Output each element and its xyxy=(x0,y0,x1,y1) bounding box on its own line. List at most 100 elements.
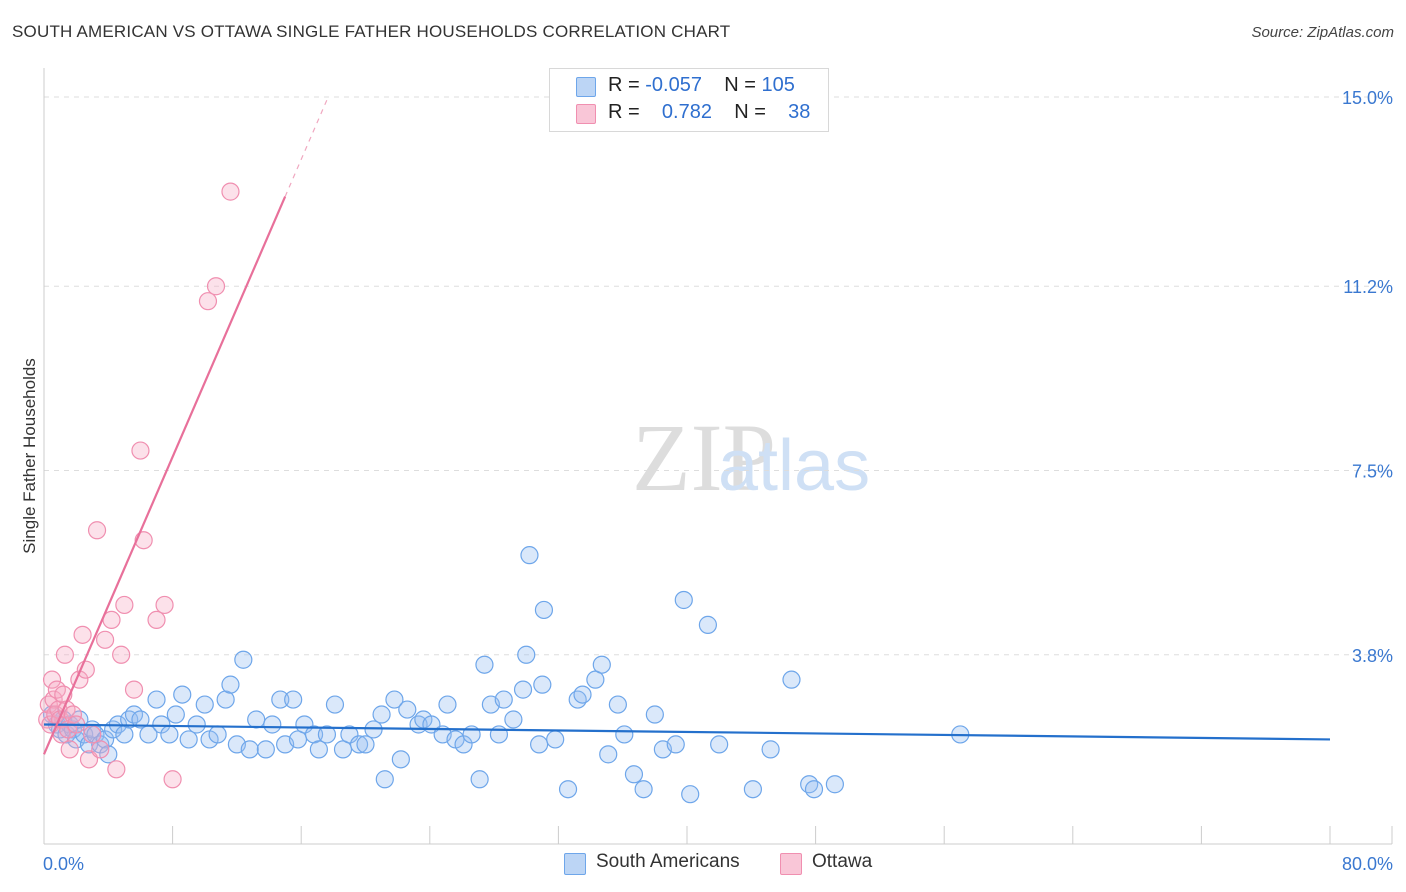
legend-label: South Americans xyxy=(596,851,740,872)
south-americans-point xyxy=(391,750,410,769)
south-americans-point xyxy=(295,715,314,734)
tick-labels: 3.8% 7.5% 11.2% 15.0% 0.0% 80.0% xyxy=(43,88,1393,874)
y-tick-label: 11.2% xyxy=(1343,277,1393,297)
south-americans-point xyxy=(221,675,240,694)
ottawa-point xyxy=(44,690,63,709)
ottawa-point xyxy=(73,625,92,644)
south-americans-point xyxy=(782,670,801,689)
ottawa-point xyxy=(42,670,62,689)
south-americans-point xyxy=(825,775,844,794)
r-label: R = xyxy=(608,74,646,96)
south-americans-point xyxy=(608,695,627,714)
ottawa-point xyxy=(39,695,58,714)
watermark-zip: ZIP xyxy=(632,404,776,511)
n-value: 38 xyxy=(788,101,811,123)
ottawa-points xyxy=(38,182,240,789)
ottawa-point xyxy=(87,521,107,540)
south-americans-point xyxy=(568,690,587,709)
south-americans-point xyxy=(592,655,611,674)
south-americans-point xyxy=(173,685,192,704)
south-americans-point xyxy=(530,735,549,754)
ottawa-trend-line xyxy=(42,196,287,755)
stats-legend: R = -0.057 N = 105 R = 0.782 N = 38 xyxy=(549,68,829,132)
south-americans-point xyxy=(615,725,634,744)
south-americans-point xyxy=(247,710,266,729)
south-americans-point xyxy=(271,690,290,709)
ottawa-point xyxy=(115,595,134,615)
ottawa-point xyxy=(60,740,79,759)
south-americans-point xyxy=(195,695,214,714)
south-americans-point xyxy=(240,740,259,759)
n-label: N = xyxy=(734,101,772,123)
south-americans-point xyxy=(438,695,457,714)
ottawa-point xyxy=(63,705,83,724)
south-americans-point xyxy=(533,675,552,694)
south-americans-point xyxy=(187,715,206,734)
ottawa-point xyxy=(91,740,110,759)
south-americans-point xyxy=(375,770,394,789)
south-americans-point xyxy=(513,680,533,699)
legend-swatch-pink xyxy=(780,853,802,875)
south-americans-point xyxy=(698,615,717,634)
ottawa-point xyxy=(112,645,131,664)
legend-label: Ottawa xyxy=(812,851,873,872)
south-americans-point xyxy=(634,780,653,799)
south-americans-trend-line xyxy=(43,723,1331,741)
south-americans-point xyxy=(546,730,565,749)
south-americans-point xyxy=(475,655,494,674)
south-americans-point xyxy=(800,775,819,794)
x-tick-label: 80.0% xyxy=(1342,854,1393,874)
y-tick-label: 7.5% xyxy=(1352,462,1393,482)
south-americans-point xyxy=(674,590,693,610)
south-americans-point xyxy=(340,725,359,744)
n-label: N = xyxy=(724,74,762,96)
south-americans-point xyxy=(166,705,185,724)
ottawa-point xyxy=(147,610,166,630)
south-americans-point xyxy=(666,735,685,754)
south-americans-point xyxy=(558,780,578,799)
south-americans-point xyxy=(681,785,700,804)
ottawa-point xyxy=(131,441,150,460)
south-americans-point xyxy=(517,645,536,664)
watermark-atlas: atlas xyxy=(718,426,870,506)
south-americans-point xyxy=(356,735,375,754)
south-americans-point xyxy=(534,600,554,620)
legend-swatch-pink xyxy=(576,104,596,124)
ottawa-point xyxy=(155,595,174,615)
south-americans-point xyxy=(494,690,513,709)
south-americans-point xyxy=(317,725,337,744)
ottawa-point xyxy=(107,760,126,779)
source-label: Source: ZipAtlas.com xyxy=(1251,24,1394,41)
south-americans-point xyxy=(263,715,282,734)
south-americans-point xyxy=(372,705,391,724)
ottawa-trend-extension xyxy=(284,99,328,197)
south-americans-point xyxy=(179,730,198,749)
south-americans-point xyxy=(489,725,509,744)
y-tick-label: 15.0% xyxy=(1342,88,1393,108)
south-americans-point xyxy=(349,735,369,754)
south-americans-point xyxy=(147,690,166,709)
south-americans-point xyxy=(208,725,227,744)
ottawa-point xyxy=(95,630,115,649)
south-americans-point xyxy=(743,780,763,799)
x-tick-label: 0.0% xyxy=(43,854,84,874)
chart-title: SOUTH AMERICAN VS OTTAWA SINGLE FATHER H… xyxy=(12,22,731,41)
south-americans-point xyxy=(398,700,417,719)
ottawa-point xyxy=(124,680,144,699)
south-americans-point xyxy=(325,695,345,714)
south-americans-point xyxy=(573,685,592,704)
south-americans-point xyxy=(645,705,664,724)
ottawa-point xyxy=(206,277,226,296)
south-americans-point xyxy=(761,740,780,759)
south-americans-point xyxy=(599,745,618,764)
south-americans-point xyxy=(131,710,150,729)
trend-lines xyxy=(42,99,1331,755)
ottawa-point xyxy=(83,725,102,744)
south-americans-point xyxy=(804,780,824,799)
n-value: 105 xyxy=(761,74,795,96)
south-americans-point xyxy=(385,690,404,709)
south-americans-point xyxy=(234,650,253,669)
south-americans-point xyxy=(710,735,729,754)
south-americans-point xyxy=(470,770,489,789)
